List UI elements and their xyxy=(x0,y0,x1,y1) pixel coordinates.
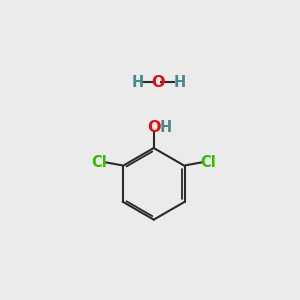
Text: H: H xyxy=(173,75,185,90)
Text: O: O xyxy=(152,75,165,90)
Text: H: H xyxy=(160,120,172,135)
Text: Cl: Cl xyxy=(91,155,107,170)
Text: O: O xyxy=(147,120,160,135)
Text: H: H xyxy=(131,75,143,90)
Text: Cl: Cl xyxy=(201,155,216,170)
